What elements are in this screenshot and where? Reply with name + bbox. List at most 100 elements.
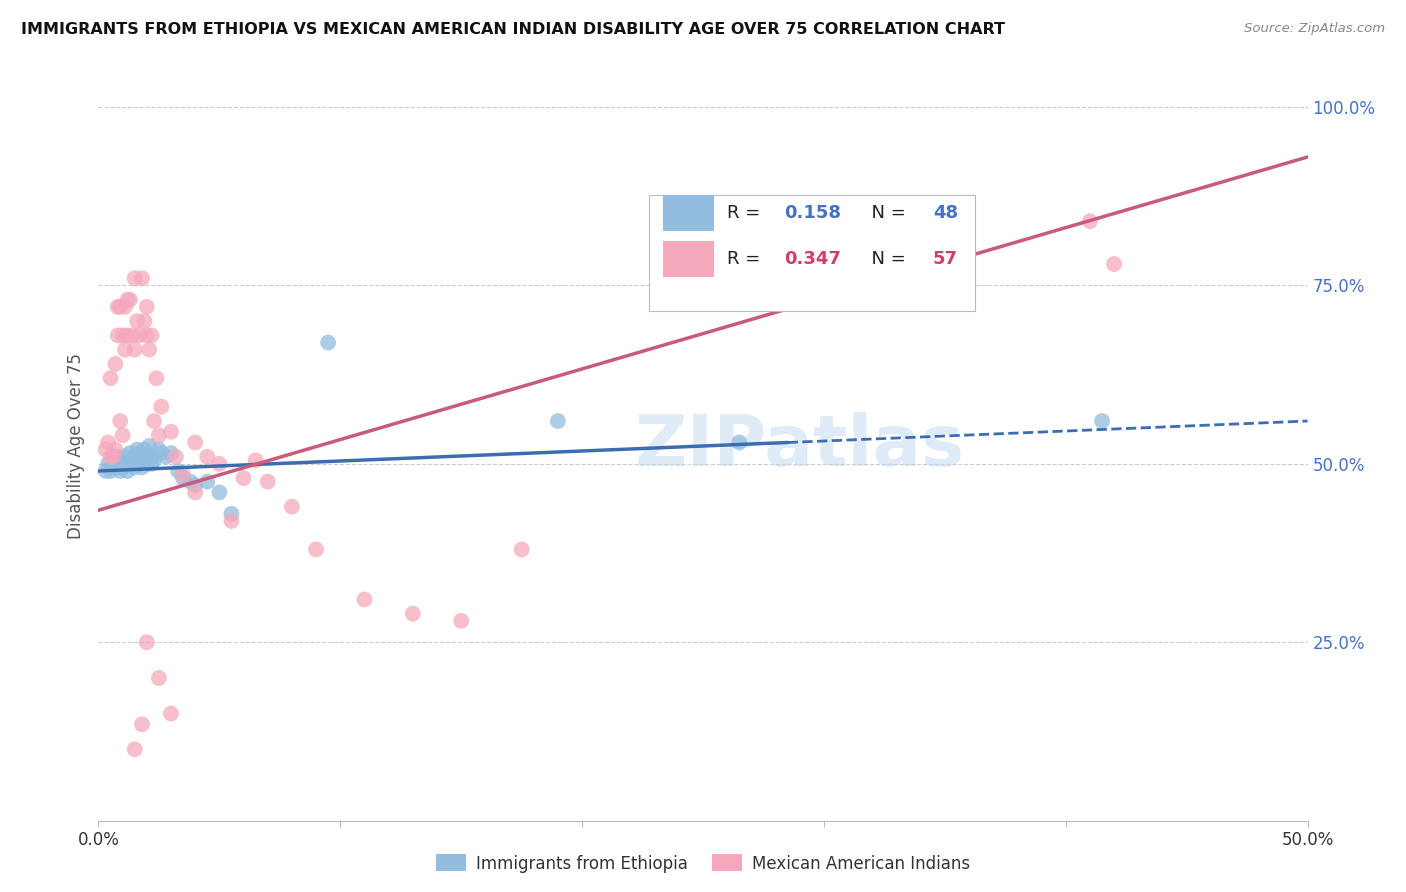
Point [108,300,131,314]
Point [107,450,129,464]
Point [221,514,243,528]
Point [135,300,157,314]
Text: 57: 57 [932,251,957,268]
Point [547,414,569,428]
Point [402,607,425,621]
Point [128,457,150,471]
Y-axis label: Disability Age Over 75: Disability Age Over 75 [66,353,84,539]
Point [117,293,139,307]
Text: 0.347: 0.347 [785,251,841,268]
Point [107,328,129,343]
Point [118,446,141,460]
Point [117,464,139,478]
Point [101,450,124,464]
Point [179,475,201,489]
Point [121,453,143,467]
Point [97,457,120,471]
Point [450,614,472,628]
Point [124,460,146,475]
Point [114,343,136,357]
Point [184,485,207,500]
Point [94,442,117,457]
Point [208,485,231,500]
Point [128,328,150,343]
Point [141,457,163,471]
Bar [664,195,714,231]
Text: R =: R = [727,251,766,268]
Point [172,467,194,482]
FancyBboxPatch shape [648,195,976,311]
Point [127,453,149,467]
Point [221,507,243,521]
Point [108,464,131,478]
Point [131,271,153,285]
Point [111,428,134,442]
Point [108,414,131,428]
Text: R =: R = [727,204,766,222]
Point [1102,257,1125,271]
Legend: Immigrants from Ethiopia, Mexican American Indians: Immigrants from Ethiopia, Mexican Americ… [429,847,977,880]
Point [138,343,160,357]
Point [131,460,153,475]
Point [184,478,207,492]
Point [134,442,156,457]
Point [510,542,533,557]
Point [245,453,267,467]
Point [124,271,146,285]
Point [135,328,157,343]
Point [305,542,328,557]
Bar [664,242,714,277]
Point [135,635,157,649]
Text: N =: N = [860,204,911,222]
Point [145,371,167,385]
Point [117,328,139,343]
Point [100,371,122,385]
Point [111,328,134,343]
Point [195,475,218,489]
Point [104,357,127,371]
Point [124,742,146,756]
Point [134,314,156,328]
Point [150,400,173,414]
Point [135,446,157,460]
Point [160,706,183,721]
Point [160,425,183,439]
Point [172,471,194,485]
Point [281,500,304,514]
Point [167,464,190,478]
Point [117,457,139,471]
Point [232,471,254,485]
Point [114,450,136,464]
Point [316,335,339,350]
Point [184,435,207,450]
Point [108,457,131,471]
Point [127,442,149,457]
Point [124,343,146,357]
Point [131,450,153,464]
Point [1091,414,1114,428]
Point [100,450,122,464]
Point [107,460,129,475]
Text: IMMIGRANTS FROM ETHIOPIA VS MEXICAN AMERICAN INDIAN DISABILITY AGE OVER 75 CORRE: IMMIGRANTS FROM ETHIOPIA VS MEXICAN AMER… [21,22,1005,37]
Point [128,446,150,460]
Point [118,457,141,471]
Point [135,457,157,471]
Point [138,439,160,453]
Point [104,442,127,457]
Point [150,446,173,460]
Point [155,450,177,464]
Point [131,717,153,731]
Text: ZIPatlas: ZIPatlas [634,411,965,481]
Point [100,464,122,478]
Point [148,442,170,457]
Point [141,450,163,464]
Text: 48: 48 [932,204,957,222]
Point [118,293,141,307]
Point [127,314,149,328]
Point [111,460,134,475]
Point [101,450,124,464]
Point [94,464,117,478]
Point [195,450,218,464]
Point [160,446,183,460]
Point [141,328,163,343]
